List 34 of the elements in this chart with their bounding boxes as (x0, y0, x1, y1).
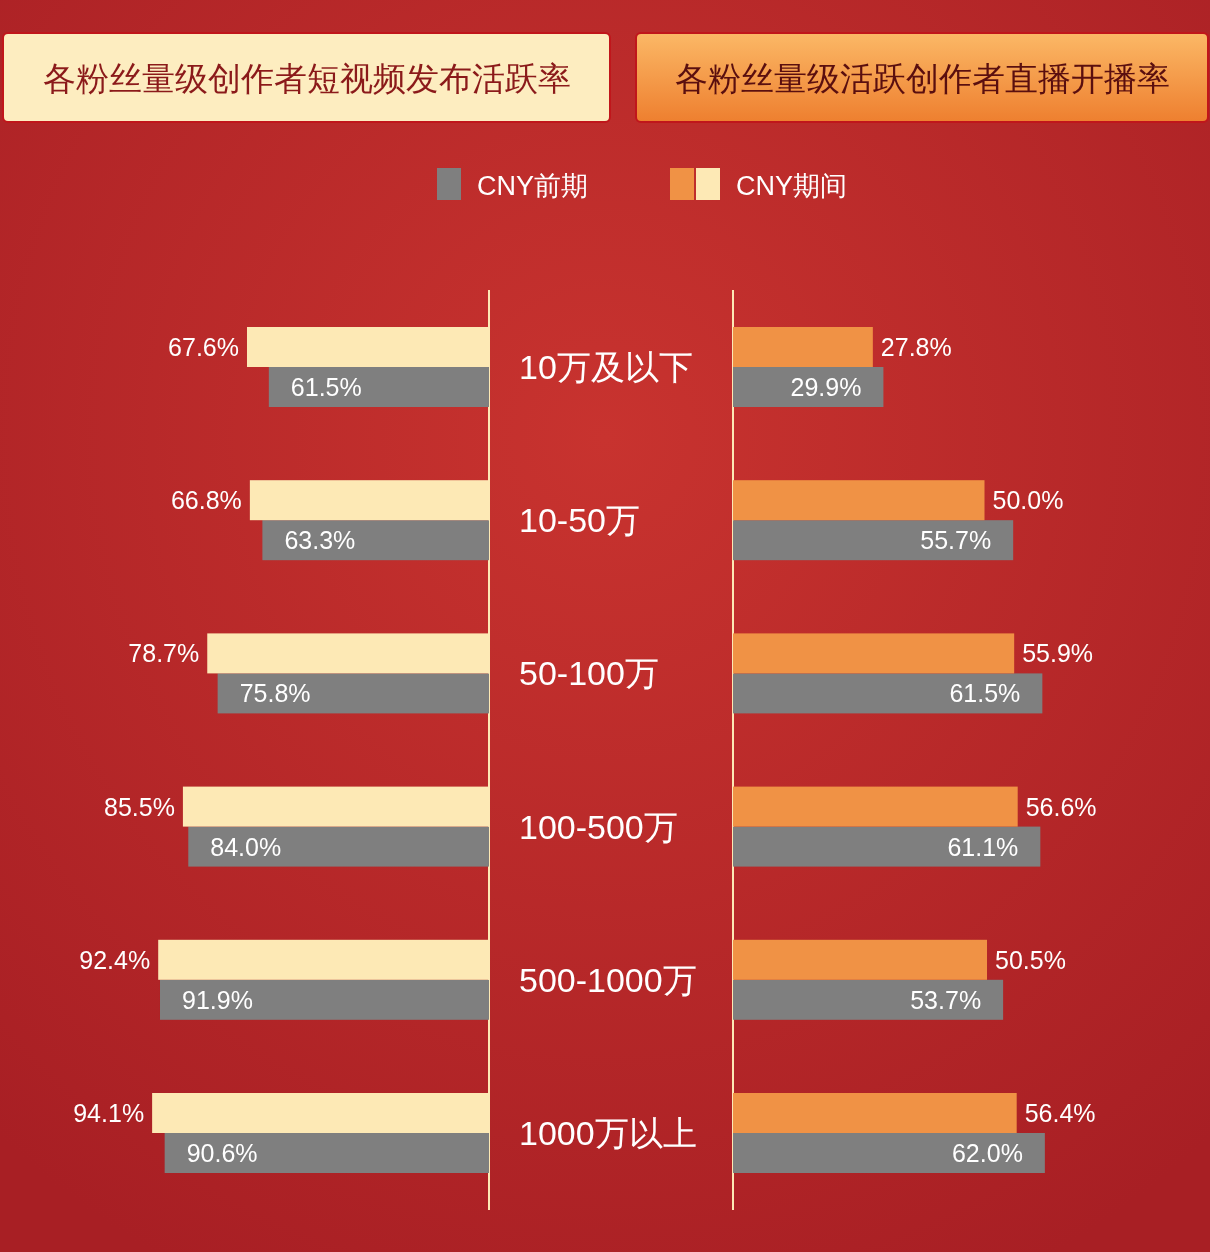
data-label: 53.7% (910, 985, 982, 1014)
data-label: 27.8% (880, 333, 952, 361)
data-label: 63.3% (284, 526, 356, 555)
chart-title: 各粉丝量级活跃创作者直播开播率 (674, 59, 1170, 97)
data-label: 55.7% (920, 526, 992, 555)
data-label: 94.1% (73, 1099, 145, 1127)
data-label: 55.9% (1022, 639, 1094, 668)
data-label: 85.5% (104, 792, 175, 821)
data-label: 61.5% (290, 373, 362, 401)
data-label: 61.5% (949, 679, 1021, 708)
data-label: 62.0% (951, 1139, 1023, 1167)
y-tick-label: 500-1000万 (519, 960, 697, 999)
chart-title: 各粉丝量级创作者短视频发布活跃率 (42, 59, 571, 97)
data-label: 56.6% (1025, 792, 1097, 821)
data-label: 75.8% (239, 679, 311, 708)
data-label: 50.0% (992, 486, 1064, 515)
data-label: 61.1% (947, 832, 1019, 861)
y-tick-label: 10-50万 (519, 501, 640, 540)
legend-label: CNY期间 (736, 171, 848, 201)
y-tick-label: 100-500万 (519, 807, 678, 846)
data-label: 29.9% (790, 373, 862, 401)
data-label: 50.5% (995, 945, 1066, 974)
data-label: 91.9% (182, 985, 253, 1014)
data-label: 78.7% (128, 639, 200, 668)
data-label: 66.8% (170, 486, 242, 515)
data-label: 67.6% (168, 333, 239, 361)
y-tick-label: 10万及以下 (519, 348, 693, 386)
data-label: 56.4% (1024, 1099, 1096, 1127)
data-label: 90.6% (186, 1139, 258, 1167)
y-tick-label: 50-100万 (519, 654, 659, 693)
data-label: 92.4% (79, 945, 151, 974)
data-label: 84.0% (210, 832, 282, 861)
y-tick-label: 1000万以上 (519, 1114, 697, 1152)
legend-label: CNY前期 (477, 171, 589, 201)
